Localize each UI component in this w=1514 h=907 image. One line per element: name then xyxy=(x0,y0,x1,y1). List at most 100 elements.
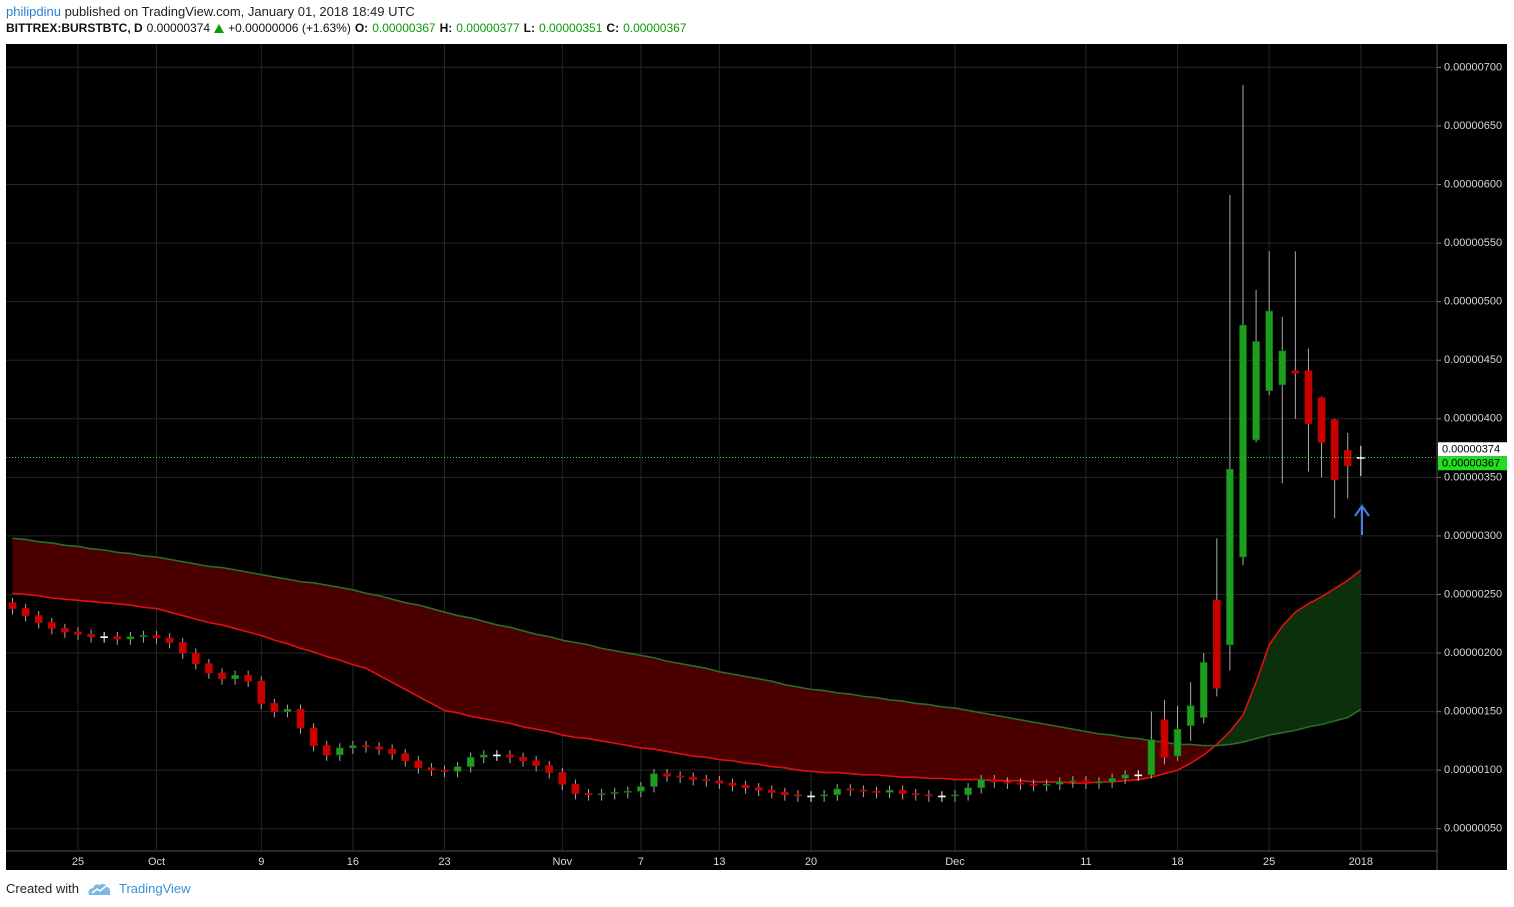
cloud-fill xyxy=(51,542,66,600)
candle-body xyxy=(754,787,763,791)
candle-body xyxy=(990,779,999,783)
x-tick-label: 7 xyxy=(638,856,644,868)
candle-body xyxy=(479,754,488,758)
cloud-fill xyxy=(915,703,930,779)
candle-body xyxy=(309,727,318,746)
high-value: 0.00000377 xyxy=(456,21,520,35)
cloud-fill xyxy=(182,561,197,620)
price-marker-label: 0.00000374 xyxy=(1442,444,1500,456)
candle-body xyxy=(885,789,894,793)
price-marker-box xyxy=(1438,442,1507,457)
price-marker-label: 0.00000367 xyxy=(1442,458,1500,470)
brand[interactable]: TradingView xyxy=(118,881,191,896)
candle-body xyxy=(427,767,436,771)
candle-body xyxy=(519,756,527,762)
y-tick-label: 0.00000500 xyxy=(1444,296,1502,308)
price-marker-box xyxy=(1438,456,1507,471)
candle-body xyxy=(623,790,632,793)
change: +0.00000006 (+1.63%) xyxy=(228,21,351,35)
cloud-fill xyxy=(653,657,668,752)
tradingview-logo xyxy=(88,883,111,895)
cloud-fill xyxy=(876,697,890,777)
cloud-fill xyxy=(575,642,589,739)
y-tick-label: 0.00000700 xyxy=(1444,61,1502,73)
candle-body xyxy=(951,794,959,797)
open-label: O: xyxy=(354,21,369,35)
y-tick-label: 0.00000100 xyxy=(1444,764,1502,776)
indicator-line xyxy=(12,569,1362,784)
chart: 0.00000050 0.00000100 0.00000150 0.00000200… xyxy=(6,44,1507,870)
candle-body xyxy=(493,754,501,757)
footer: Created with TradingView xyxy=(6,881,191,896)
cloud-fill xyxy=(391,598,406,690)
cloud-fill xyxy=(64,545,79,601)
candle-body xyxy=(1343,450,1352,466)
y-tick-label: 0.00000400 xyxy=(1444,413,1502,425)
author[interactable]: philipdinu xyxy=(6,4,61,19)
symbol: BITTREX:BURSTBTC, D xyxy=(6,21,143,35)
y-tick-label: 0.00000200 xyxy=(1444,647,1502,659)
x-tick-label: Nov xyxy=(553,856,573,868)
cloud-fill xyxy=(771,680,786,769)
candle-body xyxy=(1239,324,1247,558)
price: 0.00000374 xyxy=(146,21,211,35)
candle-body xyxy=(205,663,213,674)
cloud-fill xyxy=(457,615,471,717)
candle-body xyxy=(1330,419,1339,481)
candle-body xyxy=(846,788,855,791)
candle-body xyxy=(1069,780,1077,783)
candle-body xyxy=(466,756,475,767)
cloud-fill xyxy=(378,595,393,683)
candle-body xyxy=(218,672,226,680)
candle-body xyxy=(1121,774,1129,779)
cloud-fill xyxy=(117,552,131,606)
candle-body xyxy=(178,642,187,654)
candle-body xyxy=(741,785,750,789)
y-tick-label: 0.00000250 xyxy=(1444,588,1502,600)
candle-body xyxy=(1226,468,1234,646)
published: published on TradingView.com, January 01… xyxy=(64,4,415,19)
cloud-fill xyxy=(339,587,354,666)
annotation-arrow xyxy=(1354,504,1370,535)
candle-body xyxy=(231,675,239,680)
cloud-fill xyxy=(522,630,537,730)
candle-body xyxy=(283,708,292,712)
y-tick-label: 0.00000650 xyxy=(1444,120,1502,132)
candle-body xyxy=(21,608,30,616)
cloud-fill xyxy=(300,581,314,653)
x-tick-label: Oct xyxy=(148,856,165,868)
y-tick-label: 0.00000150 xyxy=(1444,706,1502,718)
y-tick-label: 0.00000450 xyxy=(1444,354,1502,366)
cloud-fill xyxy=(706,667,720,760)
cloud-fill xyxy=(863,696,877,776)
cloud-fill xyxy=(483,621,498,722)
cloud-fill xyxy=(418,604,432,704)
cloud-fill xyxy=(745,676,759,765)
cloud-fill xyxy=(352,589,367,669)
cloud-fill xyxy=(640,655,655,750)
candle-body xyxy=(1265,310,1273,391)
candle-body xyxy=(1199,662,1208,718)
cloud-fill xyxy=(169,559,183,616)
cloud-fill xyxy=(967,710,982,780)
cloud-fill xyxy=(928,704,943,779)
cloud-fill xyxy=(38,541,53,599)
cloud-fill xyxy=(509,626,524,728)
cloud-fill xyxy=(12,537,26,595)
candle-body xyxy=(100,636,108,638)
candle-body xyxy=(1016,782,1025,785)
cloud-fill xyxy=(994,714,1008,781)
cloud-fill xyxy=(1098,733,1113,783)
candle-body xyxy=(270,703,279,712)
cloud-fill xyxy=(1085,731,1100,784)
cloud-fill xyxy=(902,700,917,778)
candle-body xyxy=(1108,778,1116,783)
cloud-fill xyxy=(1020,719,1034,783)
candle-body xyxy=(597,793,606,796)
y-tick-label: 0.00000550 xyxy=(1444,237,1502,249)
candle-body xyxy=(807,795,815,798)
candle-body xyxy=(349,745,357,749)
candle-body xyxy=(139,635,148,637)
up-arrow-icon xyxy=(214,23,225,33)
